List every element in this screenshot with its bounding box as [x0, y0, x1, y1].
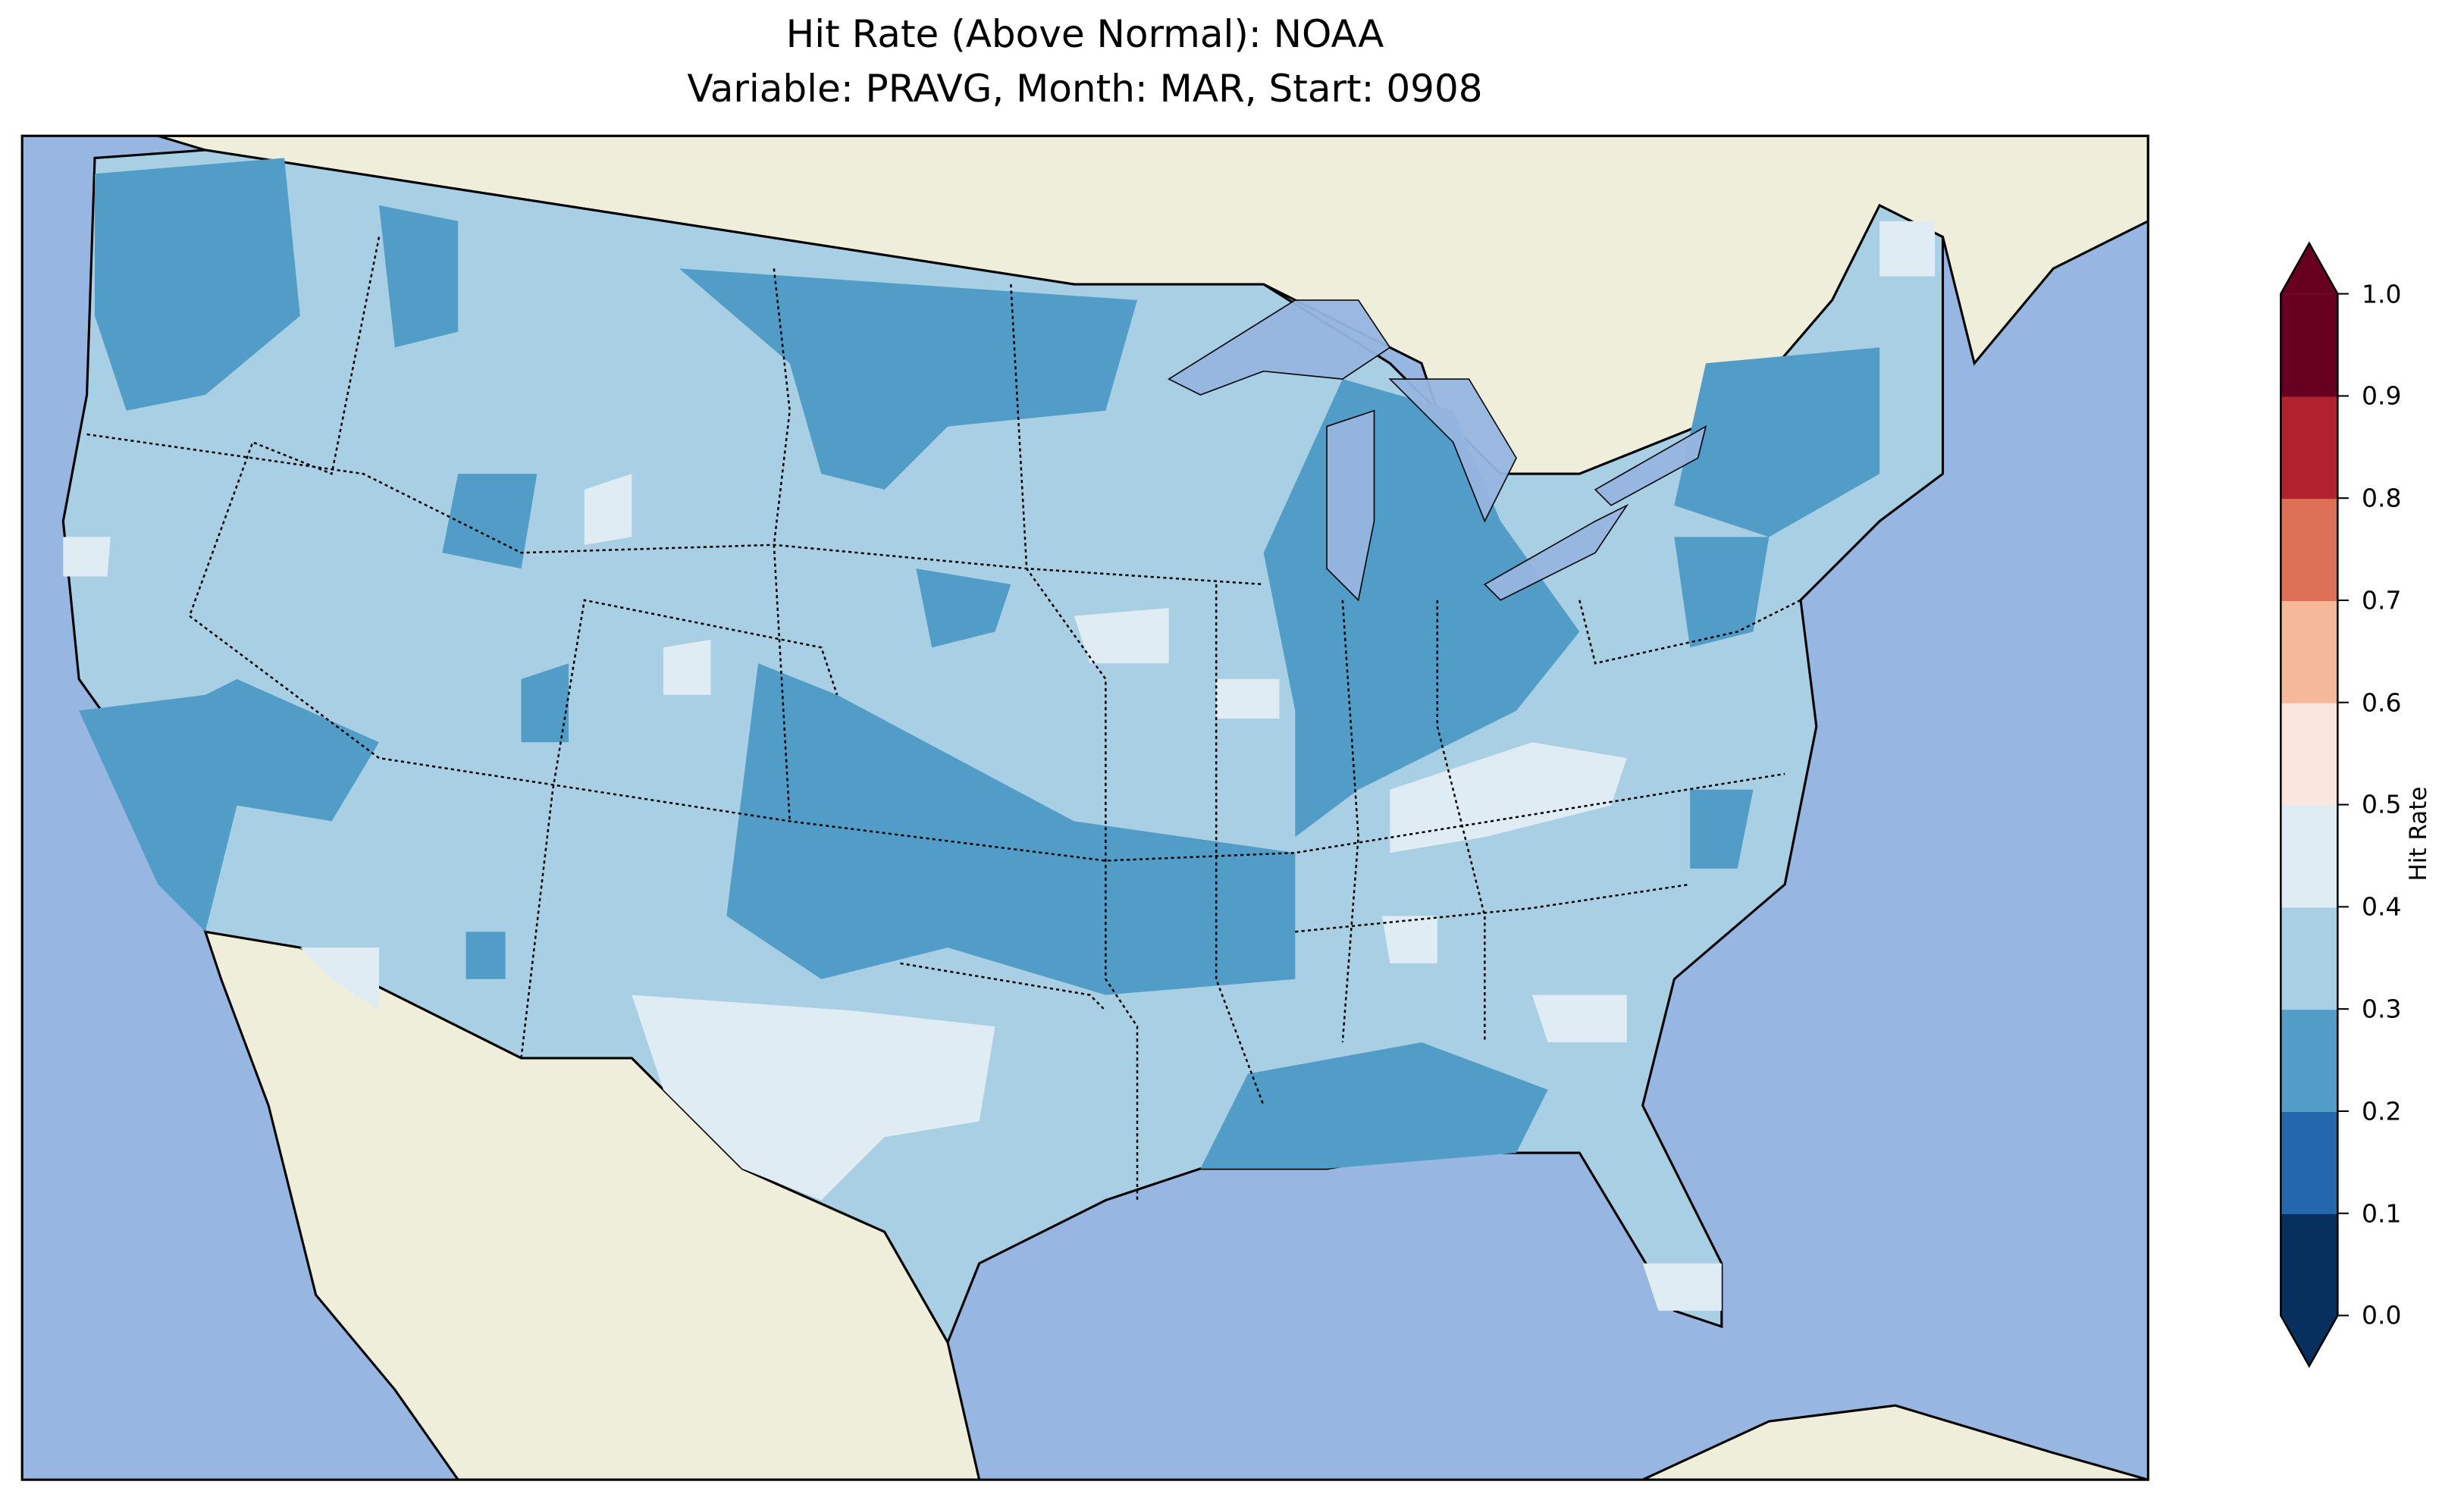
colorbar-tick-label: 0.3 [2362, 994, 2402, 1024]
colorbar-tick-label: 0.6 [2362, 687, 2402, 718]
colorbar-bin [2281, 600, 2338, 703]
colorbar-tick-label: 0.7 [2362, 585, 2402, 615]
colorbar-bin [2281, 1110, 2338, 1214]
colorbar-tick-label: 0.4 [2362, 891, 2402, 922]
colorbar-extend-max [2281, 243, 2338, 294]
state-borders [86, 236, 1801, 1201]
colorbar-bin [2281, 1213, 2338, 1317]
colorbar-bin [2281, 1009, 2338, 1112]
colorbar-tick-label: 0.5 [2362, 789, 2402, 819]
colorbar-bin [2281, 804, 2338, 908]
colorbar-extend-min [2281, 1315, 2338, 1367]
colorbar-bin [2281, 907, 2338, 1010]
colorbar-tick-label: 0.9 [2362, 381, 2402, 411]
colorbar-label: Hit Rate [2405, 786, 2432, 882]
cuba-land [1642, 1404, 2149, 1480]
colorbar-tick-label: 0.8 [2362, 483, 2402, 513]
colorbar-bin [2281, 293, 2338, 397]
hit-rate-0.4-0.5-areas [63, 221, 1936, 1311]
map-frame [20, 134, 2149, 1481]
great-lakes [1167, 299, 1707, 602]
colorbar-bin [2281, 702, 2338, 806]
colorbar-bin [2281, 498, 2338, 601]
colorbar-bin [2281, 396, 2338, 500]
colorbar-tick-label: 0.2 [2362, 1096, 2402, 1126]
colorbar-tick-label: 0.0 [2362, 1300, 2402, 1330]
chart-subtitle: Variable: PRAVG, Month: MAR, Start: 0908 [687, 67, 1483, 111]
colorbar-tick-label: 0.1 [2362, 1198, 2402, 1229]
colorbar [2280, 241, 2349, 1368]
chart-title: Hit Rate (Above Normal): NOAA [785, 12, 1384, 56]
colorbar-tick-label: 1.0 [2362, 279, 2402, 309]
